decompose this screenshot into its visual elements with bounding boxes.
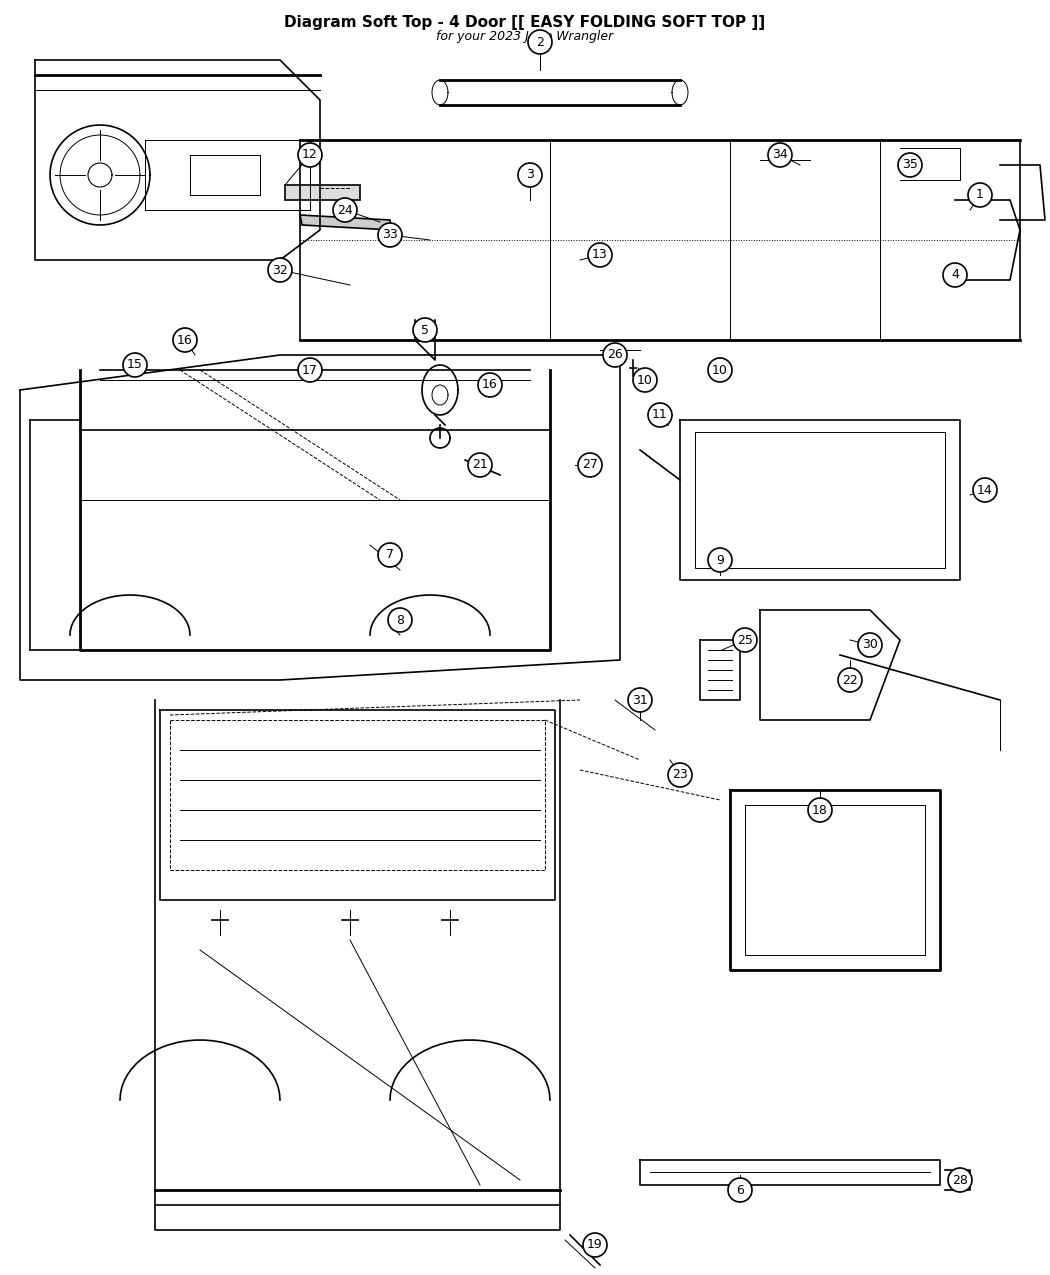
Circle shape bbox=[268, 258, 292, 282]
Circle shape bbox=[123, 353, 147, 377]
Text: Diagram Soft Top - 4 Door [[ EASY FOLDING SOFT TOP ]]: Diagram Soft Top - 4 Door [[ EASY FOLDIN… bbox=[285, 15, 765, 31]
Circle shape bbox=[333, 198, 357, 222]
Circle shape bbox=[768, 143, 792, 167]
Text: 8: 8 bbox=[396, 613, 404, 626]
Circle shape bbox=[858, 632, 882, 657]
Circle shape bbox=[973, 478, 997, 502]
Polygon shape bbox=[300, 215, 392, 230]
Text: 12: 12 bbox=[302, 148, 318, 162]
Circle shape bbox=[628, 688, 652, 711]
Text: 28: 28 bbox=[952, 1173, 968, 1187]
Circle shape bbox=[588, 244, 612, 266]
Text: 30: 30 bbox=[862, 639, 878, 652]
Text: 11: 11 bbox=[652, 408, 668, 422]
Circle shape bbox=[578, 453, 602, 477]
Text: 6: 6 bbox=[736, 1183, 744, 1196]
Text: 15: 15 bbox=[127, 358, 143, 371]
Text: 7: 7 bbox=[386, 548, 394, 561]
Text: 17: 17 bbox=[302, 363, 318, 376]
Circle shape bbox=[898, 153, 922, 177]
Text: 9: 9 bbox=[716, 553, 723, 566]
Circle shape bbox=[298, 358, 322, 382]
Text: 10: 10 bbox=[637, 374, 653, 386]
Circle shape bbox=[733, 629, 757, 652]
Circle shape bbox=[413, 317, 437, 342]
Polygon shape bbox=[285, 185, 360, 200]
Circle shape bbox=[478, 374, 502, 397]
Text: 13: 13 bbox=[592, 249, 608, 261]
Text: 19: 19 bbox=[587, 1238, 603, 1252]
Circle shape bbox=[948, 1168, 972, 1192]
Circle shape bbox=[468, 453, 492, 477]
Circle shape bbox=[708, 358, 732, 382]
Circle shape bbox=[668, 762, 692, 787]
Circle shape bbox=[728, 1178, 752, 1202]
Text: 23: 23 bbox=[672, 769, 688, 782]
Text: 16: 16 bbox=[482, 379, 498, 391]
Circle shape bbox=[173, 328, 197, 352]
Text: 1: 1 bbox=[976, 189, 984, 201]
Text: 10: 10 bbox=[712, 363, 728, 376]
Circle shape bbox=[648, 403, 672, 427]
Text: 16: 16 bbox=[177, 334, 193, 347]
Circle shape bbox=[378, 543, 402, 567]
Text: 24: 24 bbox=[337, 204, 353, 217]
Circle shape bbox=[943, 263, 967, 287]
Text: 14: 14 bbox=[978, 483, 993, 496]
Circle shape bbox=[633, 368, 657, 391]
Circle shape bbox=[388, 608, 412, 632]
Circle shape bbox=[708, 548, 732, 572]
Circle shape bbox=[583, 1233, 607, 1257]
Circle shape bbox=[378, 223, 402, 247]
Text: 5: 5 bbox=[421, 324, 429, 337]
Text: 22: 22 bbox=[842, 673, 858, 686]
Text: 26: 26 bbox=[607, 348, 623, 362]
Circle shape bbox=[298, 143, 322, 167]
Text: 4: 4 bbox=[951, 269, 959, 282]
Circle shape bbox=[603, 343, 627, 367]
Text: 31: 31 bbox=[632, 694, 648, 706]
Circle shape bbox=[838, 668, 862, 692]
Circle shape bbox=[968, 184, 992, 207]
Text: 27: 27 bbox=[582, 459, 597, 472]
Text: 33: 33 bbox=[382, 228, 398, 241]
Circle shape bbox=[528, 31, 552, 54]
Text: 32: 32 bbox=[272, 264, 288, 277]
Text: 18: 18 bbox=[812, 803, 828, 816]
Circle shape bbox=[518, 163, 542, 187]
Text: 34: 34 bbox=[772, 148, 788, 162]
Text: 2: 2 bbox=[537, 36, 544, 48]
Circle shape bbox=[808, 798, 832, 822]
Text: 21: 21 bbox=[472, 459, 488, 472]
Text: 35: 35 bbox=[902, 158, 918, 172]
Text: 3: 3 bbox=[526, 168, 534, 181]
Text: for your 2023 Jeep Wrangler: for your 2023 Jeep Wrangler bbox=[437, 31, 613, 43]
Text: 25: 25 bbox=[737, 634, 753, 646]
